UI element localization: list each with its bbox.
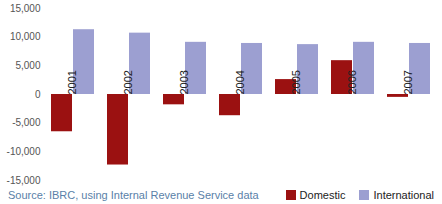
- html-text:Domestic: Domestic: [299, 189, 346, 201]
- svg-text:2006: 2006: [346, 70, 358, 94]
- svg-text:2005: 2005: [290, 70, 302, 94]
- svg-text:2007: 2007: [402, 70, 414, 94]
- svg-text:15,000: 15,000: [10, 3, 41, 14]
- svg-text:-5,000: -5,000: [12, 117, 41, 128]
- svg-text:2001: 2001: [66, 70, 78, 94]
- svg-text:0: 0: [35, 89, 41, 100]
- svg-text:10,000: 10,000: [10, 31, 41, 42]
- svg-text:-10,000: -10,000: [7, 146, 41, 157]
- svg-text:2003: 2003: [178, 70, 190, 94]
- svg-text:2004: 2004: [234, 70, 246, 94]
- svg-text:5,000: 5,000: [15, 60, 40, 71]
- svg-text:-15,000: -15,000: [7, 175, 41, 186]
- svg-text:2002: 2002: [122, 70, 134, 94]
- html-text:International: International: [373, 189, 434, 201]
- html-text:Source: IBRC, using Internal R: Source: IBRC, using Internal Revenue Ser…: [8, 189, 259, 201]
